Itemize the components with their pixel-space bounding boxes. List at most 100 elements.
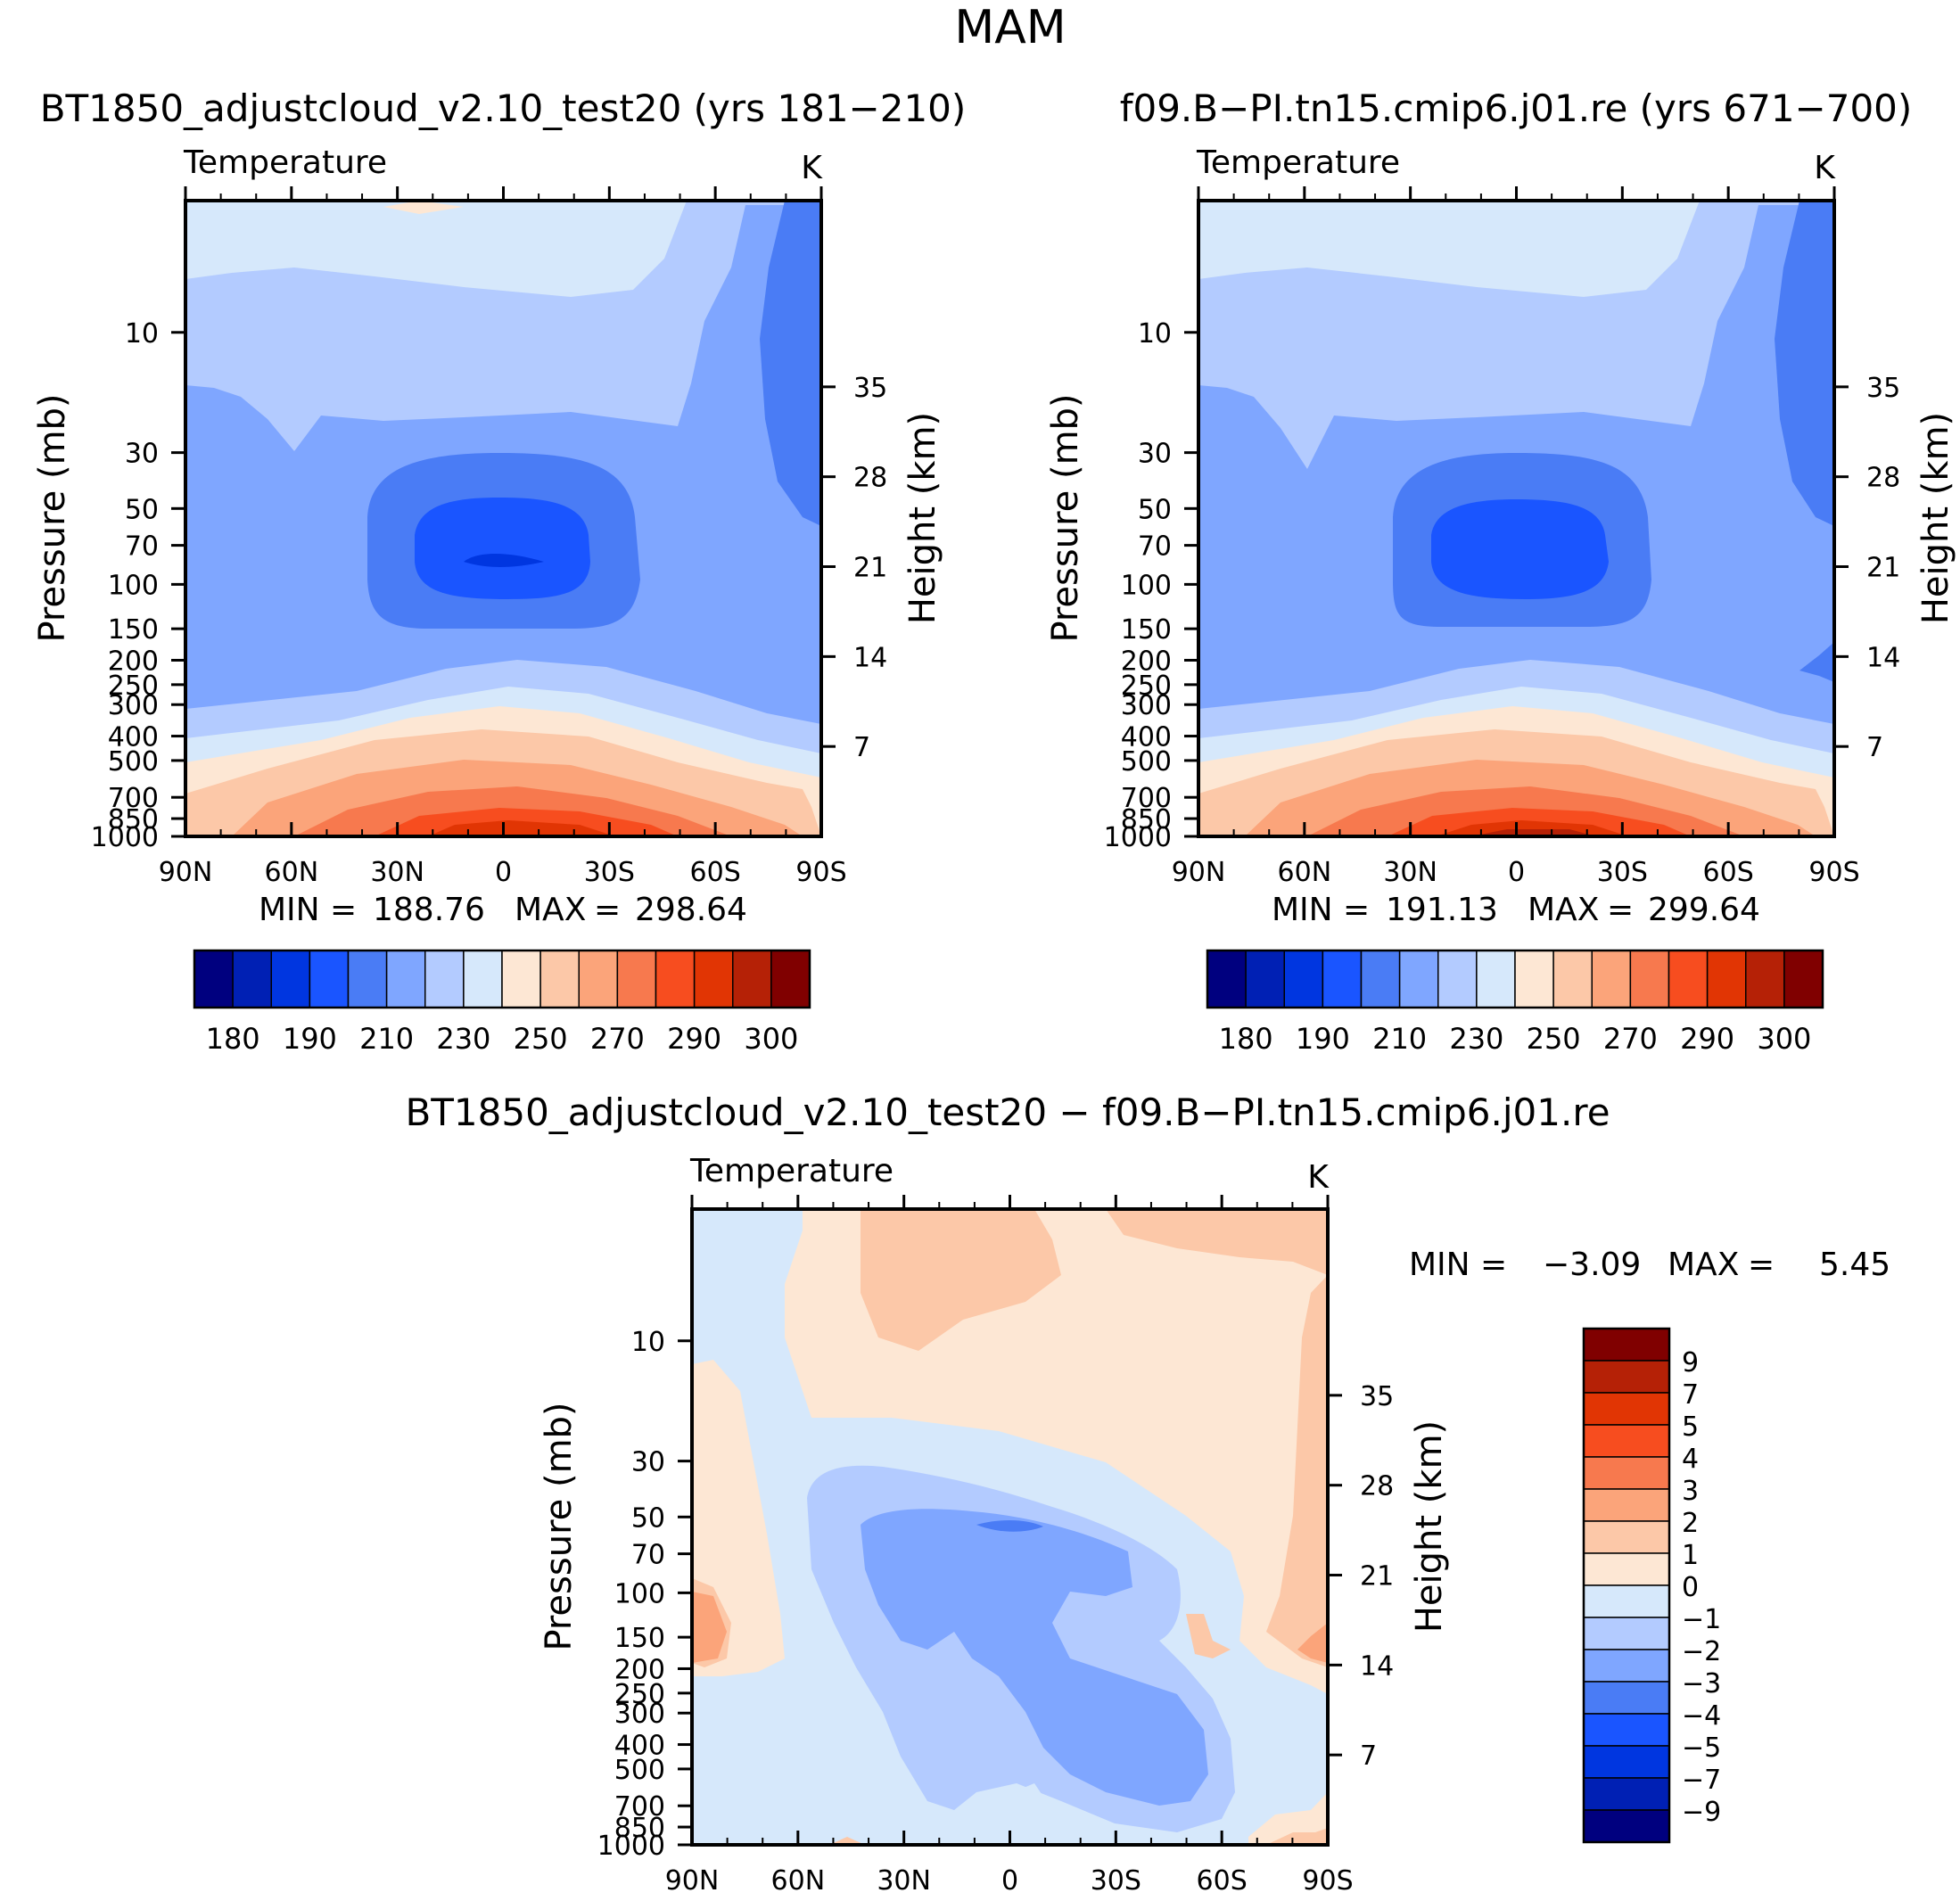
y-tick-label: 70 [125, 531, 159, 563]
colorbar-label: 250 [1527, 1022, 1581, 1056]
panel-diff-units: K [1307, 1159, 1330, 1196]
x-tick-label: 30N [1383, 857, 1437, 888]
panel-left-ylabel-right: Height (km) [902, 412, 943, 624]
panel-right-title: f09.B−PI.tn15.cmip6.j01.re (yrs 671−700) [1120, 86, 1913, 130]
colorbar-label: 2 [1682, 1508, 1699, 1539]
x-tick-label: 30N [370, 857, 424, 888]
colorbar-swatch [1398, 950, 1439, 1008]
y-right-tick-label: 35 [853, 373, 887, 404]
contour-band [1186, 1614, 1231, 1658]
panel-left-colorbar: 180 190 210 230 250 270 290 300 [193, 949, 811, 1056]
colorbar-label: −1 [1682, 1604, 1721, 1635]
panel-diff-min-value: −3.09 [1543, 1247, 1641, 1283]
y-tick-label: 200 [1121, 646, 1172, 677]
colorbar-swatch [1322, 950, 1363, 1008]
colorbar-swatch [578, 950, 619, 1008]
y-tick-label: 850 [1121, 804, 1172, 835]
colorbar-label: 1 [1682, 1540, 1699, 1571]
y-tick-label: 10 [125, 318, 159, 350]
y-right-tick-label: 35 [1360, 1381, 1394, 1412]
panel-right-min-value: 191.13 [1386, 892, 1498, 928]
colorbar-swatch [1583, 1617, 1670, 1650]
colorbar-swatch [732, 950, 772, 1008]
x-tick-label: 30S [1597, 857, 1648, 888]
colorbar-label: 190 [283, 1022, 337, 1056]
colorbar-swatch [1437, 950, 1478, 1008]
x-tick-label: 30N [877, 1865, 931, 1897]
x-tick-label: 60N [771, 1865, 826, 1897]
panel-left-min-eq: = [330, 892, 357, 928]
colorbar-label: 5 [1682, 1411, 1699, 1443]
panel-right-variable: Temperature [1196, 144, 1400, 181]
colorbar-label: −4 [1682, 1700, 1721, 1732]
colorbar-swatch [1583, 1328, 1670, 1362]
colorbar-swatch [1583, 1424, 1670, 1458]
x-tick-label: 30S [1091, 1865, 1141, 1897]
colorbar-label: 180 [1219, 1022, 1273, 1056]
contour-band [428, 820, 615, 836]
y-tick-label: 400 [1121, 722, 1172, 753]
colorbar-swatch [1583, 1488, 1670, 1522]
y-tick-label: 70 [1138, 531, 1172, 563]
y-right-tick-label: 21 [853, 553, 887, 584]
panel-left-max-eq: = [594, 892, 621, 928]
colorbar-label: 4 [1682, 1444, 1699, 1475]
colorbar-swatch [270, 950, 311, 1008]
colorbar-swatch [194, 950, 234, 1008]
colorbar-swatch [655, 950, 696, 1008]
colorbar-swatch [1283, 950, 1324, 1008]
y-tick-label: 700 [614, 1791, 665, 1823]
colorbar-label: 290 [667, 1022, 721, 1056]
panel-right-colorbar: 180 190 210 230 250 270 290 300 [1206, 949, 1824, 1056]
panel-left-min-value: 188.76 [373, 892, 485, 928]
panel-left-units: K [801, 150, 823, 186]
colorbar-frame [1206, 949, 1824, 1009]
y-right-tick-label: 28 [1866, 463, 1900, 494]
contour-band [1266, 1828, 1328, 1845]
panel-left-min-label: MIN [259, 892, 320, 928]
y-right-tick-label: 21 [1866, 553, 1900, 584]
contour-band [1297, 1623, 1328, 1663]
colorbar-swatch [1552, 950, 1593, 1008]
colorbar-swatch [693, 950, 734, 1008]
colorbar-swatch [347, 950, 388, 1008]
x-tick-label: 90S [1808, 857, 1859, 888]
x-tick-label: 60N [1278, 857, 1332, 888]
y-tick-label: 50 [125, 494, 159, 525]
y-tick-label: 500 [1121, 746, 1172, 778]
panel-right: f09.B−PI.tn15.cmip6.j01.re (yrs 671−700)… [1045, 86, 1956, 1056]
y-right-tick-label: 28 [1360, 1471, 1394, 1502]
colorbar-frame [1582, 1327, 1671, 1844]
x-tick-label: 60S [1703, 857, 1754, 888]
contour-band [415, 498, 590, 599]
colorbar-swatch [1583, 1777, 1670, 1811]
colorbar-label: 270 [590, 1022, 645, 1056]
colorbar-swatch [1706, 950, 1747, 1008]
panel-right-max-value: 299.64 [1648, 892, 1760, 928]
y-tick-label: 500 [614, 1755, 665, 1786]
y-tick-label: 300 [108, 690, 159, 721]
x-tick-label: 0 [1001, 1865, 1018, 1897]
colorbar-swatch [1360, 950, 1401, 1008]
panel-diff-max-value: 5.45 [1819, 1247, 1890, 1283]
panel-diff-axes: 90N 60N 30N 0 30S 60S 90S103050701001502002503… [597, 1195, 1394, 1897]
colorbar-label: 230 [436, 1022, 490, 1056]
y-tick-label: 100 [108, 570, 159, 601]
contour-band [829, 1837, 865, 1845]
contour-band [692, 1592, 727, 1663]
colorbar-label: 7 [1682, 1379, 1699, 1411]
x-tick-label: 60S [690, 857, 741, 888]
colorbar-swatch [501, 950, 541, 1008]
panel-right-axes: 90N 60N 30N 0 30S 60S 90S103050701001502002503… [1104, 186, 1900, 888]
y-tick-label: 70 [631, 1540, 665, 1571]
contour-band [1248, 1792, 1328, 1845]
y-tick-label: 400 [108, 722, 159, 753]
x-tick-label: 90S [1302, 1865, 1353, 1897]
y-tick-label: 200 [614, 1654, 665, 1685]
colorbar-swatch [1583, 1520, 1670, 1554]
panel-right-min-label: MIN [1272, 892, 1333, 928]
contour-band [1431, 499, 1609, 599]
colorbar-swatch [1583, 1360, 1670, 1394]
